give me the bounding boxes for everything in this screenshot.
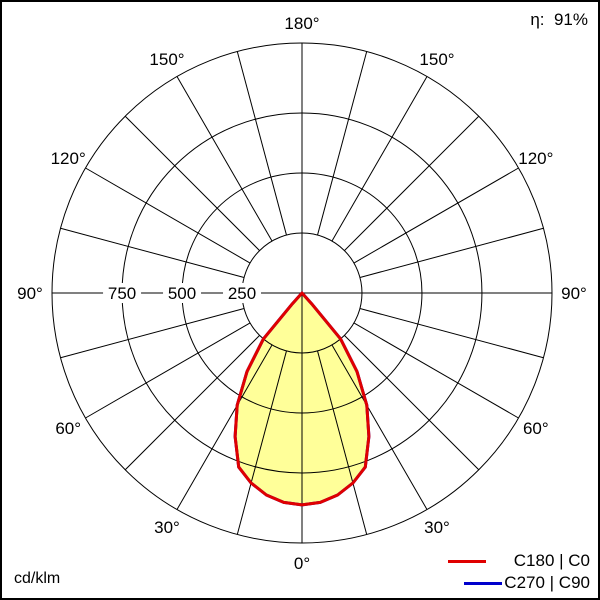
grid-spoke bbox=[85, 322, 251, 419]
legend: C180 | C0 C270 | C90 bbox=[447, 550, 590, 594]
grid-spoke bbox=[317, 350, 368, 535]
grid-spoke bbox=[317, 51, 368, 236]
legend-swatch bbox=[464, 581, 503, 585]
legend-item: C180 | C0 bbox=[447, 550, 590, 572]
grid-spoke bbox=[60, 227, 245, 278]
grid-spoke bbox=[353, 167, 519, 264]
angle-label: 60° bbox=[523, 419, 549, 438]
grid-spoke bbox=[60, 308, 245, 359]
angle-label-bg bbox=[10, 282, 48, 304]
legend-label: C180 | C0 bbox=[513, 551, 590, 570]
series-line bbox=[233, 291, 371, 507]
angle-label: 90° bbox=[561, 284, 587, 303]
grid-spoke bbox=[331, 344, 428, 510]
efficiency-readout: η: 91% bbox=[530, 10, 588, 30]
angle-label: 180° bbox=[284, 14, 319, 33]
unit-label: cd/klm bbox=[14, 570, 61, 587]
efficiency-value: 91% bbox=[553, 10, 588, 29]
grid-spoke bbox=[124, 335, 260, 471]
legend-item: C270 | C90 bbox=[448, 572, 590, 594]
grid-spoke bbox=[236, 350, 287, 535]
angle-label: 120° bbox=[518, 149, 553, 168]
grid-spoke bbox=[176, 344, 273, 510]
angle-label: 30° bbox=[424, 518, 450, 537]
tick-label-bg bbox=[103, 283, 142, 303]
grid-spoke bbox=[176, 76, 273, 242]
grid-spoke bbox=[359, 227, 544, 278]
grid-spoke bbox=[344, 335, 480, 471]
grid-spoke bbox=[359, 308, 544, 359]
radial-tick-label: 500 bbox=[168, 284, 196, 303]
grid-spoke bbox=[344, 115, 480, 251]
angle-label: 60° bbox=[55, 419, 81, 438]
angle-label: 90° bbox=[17, 284, 43, 303]
grid-spoke bbox=[236, 51, 287, 236]
angle-label-bg bbox=[556, 282, 594, 304]
tick-label-bg bbox=[163, 283, 202, 303]
grid-spoke bbox=[124, 115, 260, 251]
angle-label: 0° bbox=[294, 554, 310, 573]
legend-label: C270 | C90 bbox=[504, 573, 590, 592]
angle-label: 120° bbox=[51, 149, 86, 168]
efficiency-label: η: bbox=[530, 10, 545, 29]
legend-swatch bbox=[447, 559, 486, 563]
tick-label-bg bbox=[223, 283, 262, 303]
angle-label: 30° bbox=[154, 518, 180, 537]
angle-label: 150° bbox=[149, 50, 184, 69]
grid-spoke bbox=[85, 167, 251, 264]
grid-spoke bbox=[331, 76, 428, 242]
grid-spoke bbox=[353, 322, 519, 419]
radial-tick-label: 250 bbox=[228, 284, 256, 303]
radial-tick-label: 750 bbox=[108, 284, 136, 303]
angle-label: 150° bbox=[419, 50, 454, 69]
